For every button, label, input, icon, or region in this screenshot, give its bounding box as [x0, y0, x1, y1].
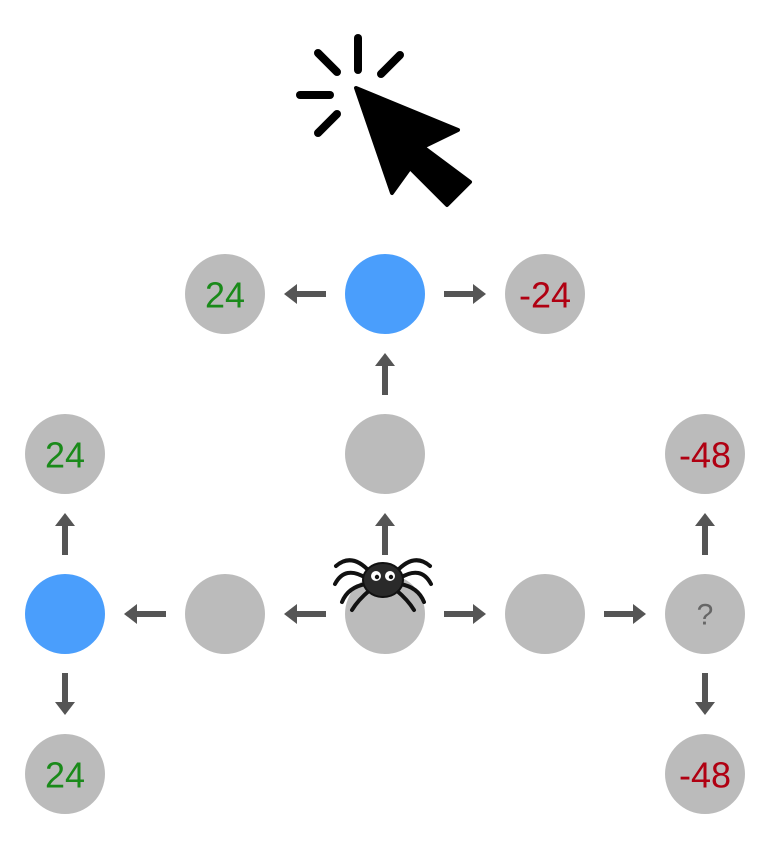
node-top-center: [345, 254, 425, 334]
node-upper-left: 24: [25, 414, 105, 494]
nodes-layer: 24 -24 24 -48? 24 -48: [25, 254, 745, 814]
node-circle: [505, 254, 585, 334]
node-circle: [665, 734, 745, 814]
node-circle: [185, 254, 265, 334]
node-value-label: 24: [45, 755, 85, 796]
node-value-label: 24: [205, 275, 245, 316]
node-circle: [665, 414, 745, 494]
edge-arrow-row_far_right-to-bottom_right: [695, 673, 715, 715]
edge-arrow-mid_center-to-top_center: [375, 353, 395, 395]
edge-arrow-row_far_left-to-bottom_left: [55, 673, 75, 715]
edge-arrow-row_far_left-to-upper_left: [55, 513, 75, 555]
click-cursor-icon: [296, 34, 472, 207]
node-circle: [25, 414, 105, 494]
edge-arrow-row_far_right-to-upper_right: [695, 513, 715, 555]
edge-arrow-row_right-to-row_far_right: [604, 604, 646, 624]
edges-layer: [55, 284, 715, 715]
node-circle: [185, 574, 265, 654]
node-top-right: -24: [505, 254, 585, 334]
edge-arrow-start-to-row_right: [444, 604, 486, 624]
edge-arrow-start-to-row_left: [284, 604, 326, 624]
node-value-label: 24: [45, 435, 85, 476]
node-circle: [505, 574, 585, 654]
node-top-left: 24: [185, 254, 265, 334]
node-value-label: -48: [679, 755, 731, 796]
unknown-value-label: ?: [697, 599, 714, 632]
node-row-far-left: [25, 574, 105, 654]
node-row-far-right: ?: [665, 574, 745, 654]
node-upper-right: -48: [665, 414, 745, 494]
edge-arrow-top_center-to-top_right: [444, 284, 486, 304]
node-circle: [25, 574, 105, 654]
edge-arrow-start-to-mid_center: [375, 513, 395, 555]
edge-arrow-row_left-to-row_far_left: [124, 604, 166, 624]
edge-arrow-top_center-to-top_left: [284, 284, 326, 304]
node-row-right: [505, 574, 585, 654]
node-circle: [345, 254, 425, 334]
node-circle: [25, 734, 105, 814]
node-mid-center: [345, 414, 425, 494]
node-row-left: [185, 574, 265, 654]
node-value-label: -48: [679, 435, 731, 476]
node-bottom-right: -48: [665, 734, 745, 814]
spider-icon: [333, 558, 433, 612]
node-value-label: -24: [519, 275, 571, 316]
node-circle: [345, 414, 425, 494]
node-circle: [665, 574, 745, 654]
node-bottom-left: 24: [25, 734, 105, 814]
